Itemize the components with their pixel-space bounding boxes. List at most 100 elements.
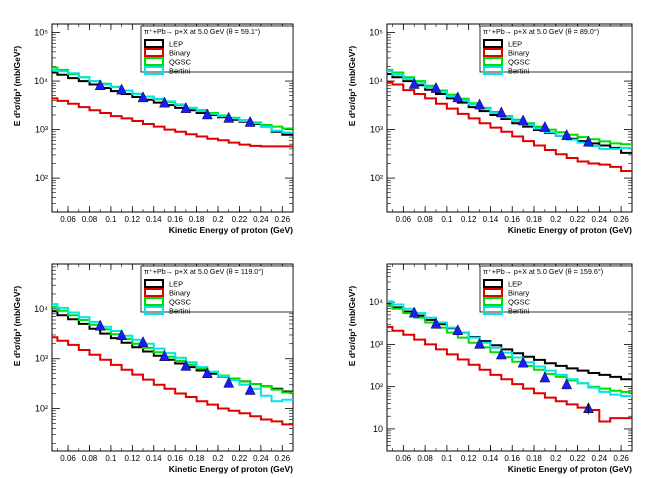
series-line-binary	[387, 325, 632, 423]
x-tick-label: 0.22	[232, 454, 248, 463]
y-tick-label: 10²	[370, 382, 383, 392]
legend-swatch-bertini	[483, 306, 503, 315]
x-tick-label: 0.26	[613, 454, 629, 463]
chart-panel-2: 0.06 0.08 0.1 0.12 0.14 0.16 0.18 0.2 0.22 0.24 0.…	[347, 23, 633, 235]
data-point	[223, 111, 235, 123]
data-point	[180, 359, 192, 371]
x-tick-label: 0.18	[189, 215, 205, 224]
series-line-bertini	[52, 68, 293, 134]
series-line-lep	[387, 73, 632, 154]
data-point	[201, 108, 213, 120]
legend-label-bertini: Bertini	[169, 67, 191, 76]
data-point	[408, 306, 420, 318]
data-point	[223, 376, 235, 388]
x-tick-label: 0.22	[570, 454, 586, 463]
y-axis-label: E d³σ/dp³ (mb/GeV²)	[12, 46, 22, 127]
plot-frame	[51, 263, 294, 452]
legend: π⁺+Pb→ p+X at 5.0 GeV (θ = 59.1°) LEPBina…	[140, 25, 294, 76]
y-tick-label: 10⁵	[34, 28, 48, 38]
legend-label-binary: Binary	[508, 289, 530, 298]
x-tick-label: 0.08	[417, 454, 433, 463]
y-axis-label-text: E d³σ/dp³ (mb/GeV²)	[12, 286, 22, 367]
series-line-binary	[52, 336, 293, 426]
legend-label-qgsc: QGSC	[169, 58, 192, 67]
legend: π⁺+Pb→ p+X at 5.0 GeV (θ = 89.0°) LEPBina…	[479, 25, 633, 76]
data-point	[137, 336, 149, 347]
plot-frame	[386, 23, 633, 213]
x-tick-label: 0.18	[526, 454, 542, 463]
data-area	[387, 68, 632, 172]
x-tick-label: 0.12	[125, 215, 141, 224]
x-tick-label: 0.14	[483, 215, 499, 224]
data-point	[244, 115, 256, 127]
y-axis-label-text: E d³σ/dp³ (mb/GeV²)	[347, 286, 357, 367]
data-point	[452, 91, 464, 103]
chart-panel-4: 0.06 0.08 0.1 0.12 0.14 0.16 0.18 0.2 0.22 0.24 0.…	[347, 263, 633, 474]
x-tick-label: 0.22	[232, 215, 248, 224]
data-point	[474, 337, 485, 349]
legend-swatch-lep	[483, 39, 503, 48]
y-axis-label-text: E d³σ/dp³ (mb/GeV²)	[12, 46, 22, 127]
legend-label-binary: Binary	[508, 49, 530, 58]
series-line-qgsc	[387, 68, 632, 146]
y-tick-label: 10³	[35, 125, 48, 135]
x-tick-label: 0.12	[461, 215, 477, 224]
x-tick-label: 0.18	[526, 215, 542, 224]
y-tick-label: 10²	[35, 403, 48, 413]
legend-swatch-binary	[483, 48, 503, 57]
x-tick-label: 0.18	[189, 454, 205, 463]
legend-box	[479, 25, 633, 73]
legend-swatch-bertini	[144, 306, 164, 315]
x-tick-label: 0.16	[504, 454, 520, 463]
series-line-bertini	[387, 70, 632, 150]
y-tick-label: 10⁴	[34, 304, 48, 314]
data-area	[387, 300, 632, 423]
x-tick-label: 0.14	[483, 454, 499, 463]
x-tick-label: 0.22	[570, 215, 586, 224]
x-tick-label: 0.06	[60, 454, 76, 463]
chart-panel-1: 0.06 0.08 0.1 0.12 0.14 0.16 0.18 0.2 0.22 0.24 0.…	[12, 23, 294, 235]
series-line-lep	[52, 71, 293, 136]
data-point	[116, 83, 128, 95]
panel-title: π⁺+Pb→ p+X at 5.0 GeV (θ = 119.0°)	[144, 267, 264, 276]
x-tick-label: 0.1	[441, 215, 453, 224]
data-point	[159, 350, 170, 361]
legend-box	[140, 265, 294, 313]
x-tick-label: 0.24	[253, 215, 269, 224]
y-tick-label: 10	[373, 424, 383, 434]
legend-label-binary: Binary	[169, 289, 191, 298]
data-point	[561, 378, 573, 390]
legend-label-binary: Binary	[169, 49, 191, 58]
data-point	[430, 317, 442, 329]
data-point	[539, 371, 551, 383]
x-tick-label: 0.24	[592, 215, 608, 224]
y-tick-label: 10²	[35, 173, 48, 183]
y-tick-label: 10³	[370, 125, 383, 135]
y-tick-label: 10³	[35, 354, 48, 364]
x-tick-label: 0.16	[167, 215, 183, 224]
y-axis-label: E d³σ/dp³ (mb/GeV²)	[12, 286, 22, 367]
y-axis-label: E d³σ/dp³ (mb/GeV²)	[347, 286, 357, 367]
series-line-lep	[52, 310, 293, 393]
data-point	[159, 96, 170, 108]
legend-label-qgsc: QGSC	[508, 298, 531, 307]
x-tick-label: 0.1	[105, 454, 117, 463]
y-tick-label: 10⁴	[34, 76, 48, 86]
x-tick-label: 0.2	[550, 215, 562, 224]
x-tick-label: 0.2	[212, 215, 224, 224]
x-tick-label: 0.26	[274, 215, 290, 224]
data-point	[408, 77, 420, 89]
data-point	[495, 106, 507, 118]
data-point	[452, 324, 464, 336]
data-point	[94, 79, 106, 91]
x-tick-label: 0.16	[504, 215, 520, 224]
x-axis-label: Kinetic Energy of proton (GeV)	[169, 225, 293, 235]
legend-label-lep: LEP	[508, 280, 522, 289]
x-tick-label: 0.08	[417, 215, 433, 224]
x-tick-label: 0.26	[613, 215, 629, 224]
legend-label-qgsc: QGSC	[508, 58, 531, 67]
x-tick-label: 0.14	[146, 454, 162, 463]
data-point	[517, 356, 529, 368]
x-axis-label: Kinetic Energy of proton (GeV)	[508, 225, 632, 235]
